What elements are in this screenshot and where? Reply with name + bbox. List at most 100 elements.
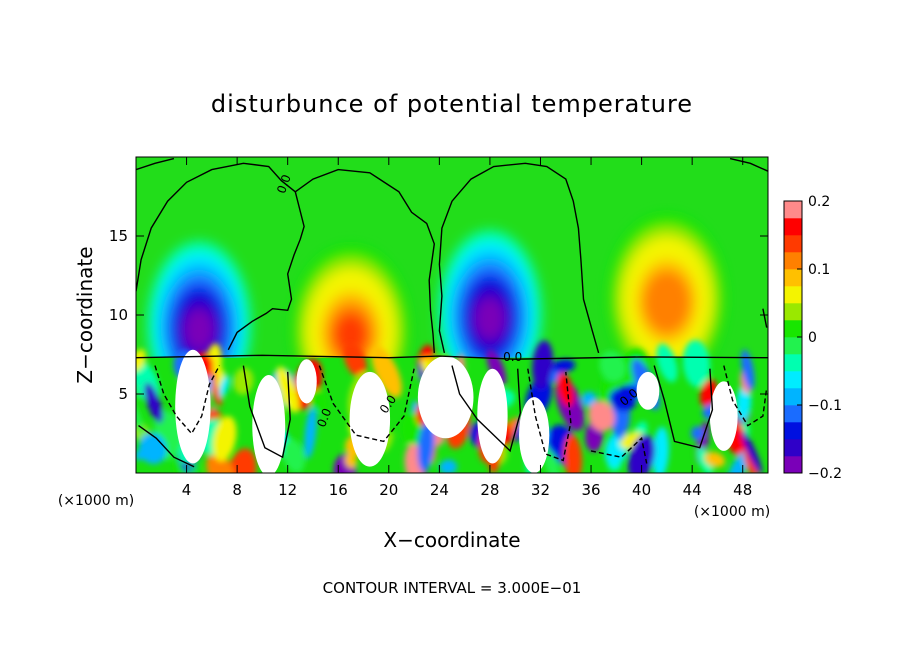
x-tick-label: 20 <box>379 481 398 499</box>
lower-contour <box>590 436 648 464</box>
contour-layer: 0.00.00.00.00.0 <box>136 157 768 468</box>
colorbar-tick-label: 0 <box>808 330 817 346</box>
turbulence-cell <box>696 447 714 473</box>
contour-interval-note: CONTOUR INTERVAL = 3.000E−01 <box>323 579 582 597</box>
lower-contour <box>154 365 221 435</box>
colorbar-swatch <box>784 422 802 440</box>
white-plume <box>417 356 474 439</box>
turbulence-cell <box>743 448 758 473</box>
zero-contour-left-cell <box>227 191 305 351</box>
x-tick-label: 32 <box>531 481 550 499</box>
turbulence-cell <box>609 388 637 412</box>
turbulence-cell <box>144 382 163 423</box>
x-tick-label: 44 <box>683 481 702 499</box>
turbulence-cell <box>233 367 254 395</box>
turbulence-cell <box>557 372 574 407</box>
turbulence-cell <box>704 451 726 468</box>
zero-contour-top-left <box>136 157 175 171</box>
colorbar-swatch <box>784 235 802 253</box>
colorbar-swatch <box>784 218 802 236</box>
warm-anomaly-1 <box>334 313 368 356</box>
turbulence-cell <box>276 366 300 413</box>
colorbar-swatch <box>784 456 802 474</box>
colorbar-tick-label: 0.1 <box>808 262 830 278</box>
lower-contour <box>653 365 714 449</box>
zero-contour-top-right <box>729 157 768 172</box>
colorbar-swatch <box>784 269 802 287</box>
turbulence-cell <box>211 371 222 407</box>
contour-label: 0.0 <box>274 173 294 196</box>
contour-label: 0.0 <box>314 406 334 429</box>
turbulence-cell <box>581 391 597 407</box>
turbulence-cell <box>439 459 458 473</box>
colorbar-swatch <box>784 252 802 270</box>
colorbar-swatch <box>784 303 802 321</box>
turbulence-cell <box>343 343 367 378</box>
turbulence-cell <box>417 421 435 472</box>
white-plume <box>477 368 508 464</box>
turbulence-cell <box>652 426 670 473</box>
turbulence-cell <box>206 452 235 473</box>
zero-contour-right-cell <box>438 162 600 354</box>
white-plume <box>518 397 550 473</box>
lower-field <box>136 340 768 473</box>
y-tick-label: 10 <box>109 306 128 324</box>
turbulence-cell <box>532 340 554 389</box>
contour-label: 0.0 <box>503 350 522 364</box>
turbulence-cell <box>552 359 576 373</box>
colorbar: 0.2 0.1 0 −0.1 −0.2 <box>783 194 842 482</box>
turbulence-cell <box>563 434 583 473</box>
colorbar-swatch <box>784 439 802 457</box>
cold-anomaly-0 <box>184 308 214 351</box>
colorbar-swatch <box>784 354 802 372</box>
plot-area: 0.00.00.00.00.0 <box>135 156 769 474</box>
white-plume <box>175 349 211 464</box>
colorbar-swatch <box>784 201 802 219</box>
colorbar-swatch <box>784 286 802 304</box>
turbulence-cell <box>309 389 329 414</box>
x-tick-label: 8 <box>232 481 242 499</box>
white-plume <box>296 359 317 404</box>
colorbar-swatch <box>784 388 802 406</box>
turbulence-cell <box>344 453 357 469</box>
colorbar-tick-label: −0.2 <box>808 466 842 482</box>
x-tick-label: 4 <box>182 481 192 499</box>
turbulence-cell <box>282 438 306 473</box>
colorbar-swatch <box>784 371 802 389</box>
x-unit-right: (×1000 m) <box>694 504 770 520</box>
colorbar-tick-label: −0.1 <box>808 398 842 414</box>
turbulence-cell <box>136 349 146 371</box>
y-axis: 5 10 15 <box>109 227 768 403</box>
turbulence-cell <box>682 340 711 388</box>
lower-contour <box>318 365 415 443</box>
turbulence-cell <box>371 346 402 398</box>
lower-contour <box>451 365 522 453</box>
lower-contour <box>242 365 291 459</box>
colorbar-tick-label: 0.2 <box>808 194 830 210</box>
lower-contour <box>723 365 768 427</box>
zero-contour-mid-cell <box>294 168 436 353</box>
white-plume <box>709 381 738 451</box>
cold-anomaly-2 <box>475 297 505 340</box>
turbulence-cell <box>212 416 237 462</box>
lower-contour <box>527 368 572 462</box>
colorbar-swatch <box>784 337 802 355</box>
zero-contour-upper <box>136 162 296 292</box>
x-axis-label: X−coordinate <box>383 528 520 552</box>
turbulence-cell <box>656 343 678 383</box>
turbulence-cell <box>218 375 230 398</box>
x-tick-label: 24 <box>430 481 449 499</box>
colorbar-swatch <box>784 320 802 338</box>
white-plume <box>349 371 391 467</box>
turbulence-cell <box>628 434 656 473</box>
x-tick-label: 12 <box>278 481 297 499</box>
turbulence-cell <box>588 401 615 432</box>
turbulence-cell <box>138 432 167 465</box>
y-tick-label: 5 <box>118 385 128 403</box>
y-axis-label: Z−coordinate <box>73 246 97 383</box>
turbulence-cell <box>741 349 755 391</box>
x-tick-label: 48 <box>733 481 752 499</box>
x-tick-label: 16 <box>329 481 348 499</box>
x-tick-label: 40 <box>632 481 651 499</box>
